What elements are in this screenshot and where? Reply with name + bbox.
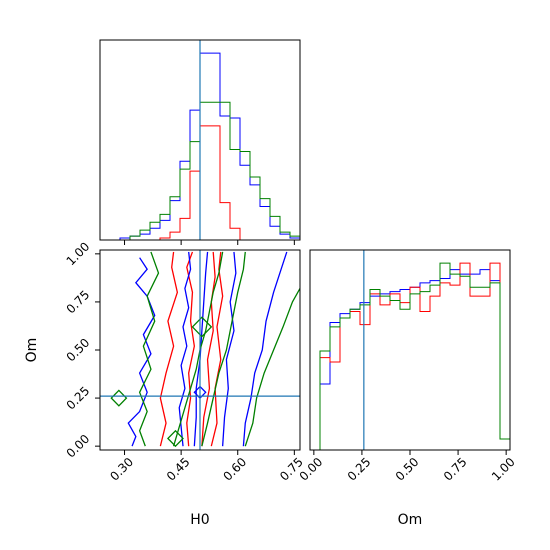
contour-x-tick-label-2: 0.45	[164, 455, 193, 484]
contour-line-3-2	[172, 251, 224, 447]
contour-line-2-2	[178, 251, 192, 447]
contour-line-2-1	[127, 257, 156, 447]
contour-line-3-4	[244, 288, 300, 447]
panel-contour-h0-om: 0.30 0.45 0.60 0.750.000.250.500.751.00	[64, 239, 306, 483]
x-axis-label-h0: H0	[190, 512, 209, 528]
contour-x-tick-label-3: 0.60	[221, 455, 250, 484]
contour-line-1-3	[201, 251, 216, 447]
hist-om-x-tick-label-5: 1.00	[489, 455, 518, 484]
contour-line-1-2	[186, 251, 196, 447]
contour-line-2-5	[242, 251, 288, 447]
contour-line-2-4	[221, 251, 237, 447]
x-axis-label-om: Om	[398, 512, 423, 528]
contour-island-2	[167, 429, 184, 448]
contour-y-tick-label-1: 0.00	[64, 432, 93, 461]
panel-hist-h0	[99, 39, 301, 245]
contour-island-1	[110, 389, 128, 407]
contour-line-3-1	[138, 251, 160, 447]
contour-y-tick-label-5: 1.00	[64, 239, 93, 268]
contour-y-tick-label-4: 0.75	[64, 288, 93, 317]
contour-y-tick-label-2: 0.25	[64, 384, 93, 413]
contour-x-tick-label-1: 0.30	[107, 455, 136, 484]
y-axis-label-om: Om	[24, 338, 40, 363]
hist-om-series-3	[310, 262, 511, 451]
hist-om-x-tick-label-4: 0.75	[441, 455, 470, 484]
hist-om-x-tick-label-3: 0.50	[393, 455, 422, 484]
contour-line-1-4	[210, 251, 224, 447]
contour-line-3-3	[201, 251, 246, 447]
hist-om-x-tick-label-2: 0.25	[345, 455, 374, 484]
hist-om-series-2	[310, 262, 511, 451]
contour-line-1-1	[159, 251, 179, 447]
panel-hist-om: 0.00 0.25 0.50 0.75 1.00	[297, 249, 518, 484]
contour-y-tick-label-3: 0.50	[64, 336, 93, 365]
hist-om-x-tick-label-1: 0.00	[297, 455, 326, 484]
contour-island-4	[191, 316, 213, 338]
